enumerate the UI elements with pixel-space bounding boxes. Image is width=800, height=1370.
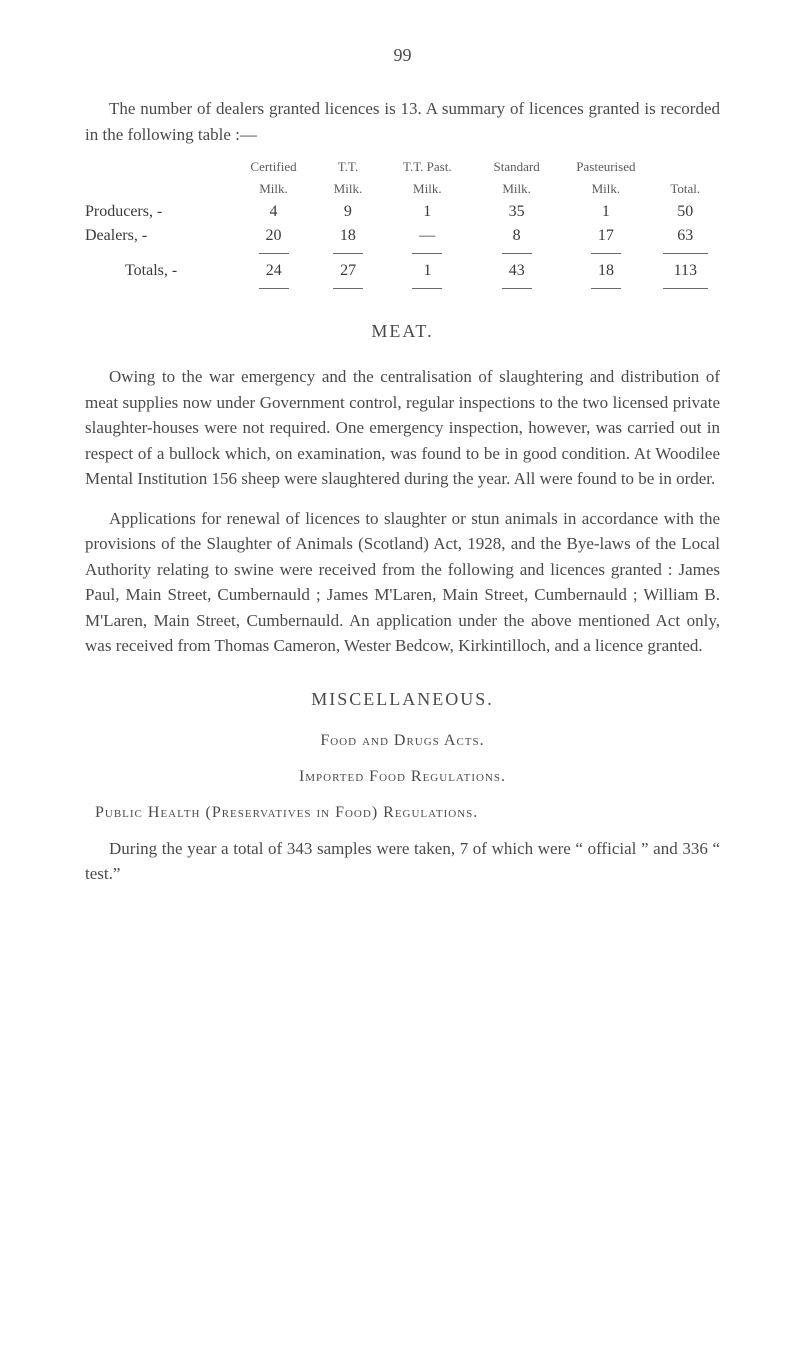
cell: 43 — [472, 262, 561, 280]
cell: 63 — [651, 227, 720, 245]
header-standard-2: Milk. — [472, 181, 561, 197]
table-row-dealers: Dealers, - 20 18 — 8 17 63 — [85, 227, 720, 245]
meat-paragraph-2: Applications for renewal of licences to … — [85, 506, 720, 659]
cell: 4 — [234, 203, 313, 221]
rule — [412, 253, 442, 254]
licences-table: x Certified T.T. T.T. Past. Standard Pas… — [85, 159, 720, 291]
sub-public-health: Public Health (Preservatives in Food) Re… — [95, 804, 720, 822]
header-tt-2: Milk. — [313, 181, 382, 197]
cell: 9 — [313, 203, 382, 221]
cell: 20 — [234, 227, 313, 245]
row-label: Totals, - — [85, 262, 234, 280]
intro-paragraph: The number of dealers granted licences i… — [85, 96, 720, 147]
cell: 35 — [472, 203, 561, 221]
header-ttpast-1: T.T. Past. — [383, 159, 472, 175]
table-row-producers: Producers, - 4 9 1 35 1 50 — [85, 203, 720, 221]
header-pasteurised-2: Milk. — [561, 181, 650, 197]
meat-paragraph-1: Owing to the war emergency and the centr… — [85, 364, 720, 492]
rule — [259, 253, 289, 254]
meat-heading: MEAT. — [85, 321, 720, 342]
table-header-row-2: x Milk. Milk. Milk. Milk. Milk. Total. — [85, 181, 720, 197]
cell: 113 — [651, 262, 720, 280]
rule — [502, 288, 532, 289]
sub-food-drugs: Food and Drugs Acts. — [85, 732, 720, 750]
header-pasteurised-1: Pasteurised — [561, 159, 650, 175]
header-standard-1: Standard — [472, 159, 561, 175]
cell: 24 — [234, 262, 313, 280]
rule — [412, 288, 442, 289]
cell: 18 — [313, 227, 382, 245]
cell: — — [383, 227, 472, 245]
header-certified-2: Milk. — [234, 181, 313, 197]
rule — [333, 253, 363, 254]
rule — [259, 288, 289, 289]
row-label: Dealers, - — [85, 227, 234, 245]
page-number: 99 — [85, 45, 720, 66]
cell: 1 — [561, 203, 650, 221]
table-row-totals: Totals, - 24 27 1 43 18 113 — [85, 262, 720, 280]
rule — [502, 253, 532, 254]
rule — [591, 288, 621, 289]
row-label: Producers, - — [85, 203, 234, 221]
misc-heading: MISCELLANEOUS. — [85, 689, 720, 710]
cell: 50 — [651, 203, 720, 221]
header-certified-1: Certified — [234, 159, 313, 175]
cell: 1 — [383, 262, 472, 280]
rule — [663, 288, 708, 289]
table-header-row-1: x Certified T.T. T.T. Past. Standard Pas… — [85, 159, 720, 175]
cell: 17 — [561, 227, 650, 245]
cell: 18 — [561, 262, 650, 280]
misc-paragraph-1: During the year a total of 343 samples w… — [85, 836, 720, 887]
cell: 27 — [313, 262, 382, 280]
cell: 1 — [383, 203, 472, 221]
rule — [591, 253, 621, 254]
table-rule-row — [85, 251, 720, 256]
cell: 8 — [472, 227, 561, 245]
rule — [663, 253, 708, 254]
rule — [333, 288, 363, 289]
sub-imported-food: Imported Food Regulations. — [85, 768, 720, 786]
header-tt-1: T.T. — [313, 159, 382, 175]
header-total-2: Total. — [651, 181, 720, 197]
table-rule-row-2 — [85, 286, 720, 291]
header-ttpast-2: Milk. — [383, 181, 472, 197]
